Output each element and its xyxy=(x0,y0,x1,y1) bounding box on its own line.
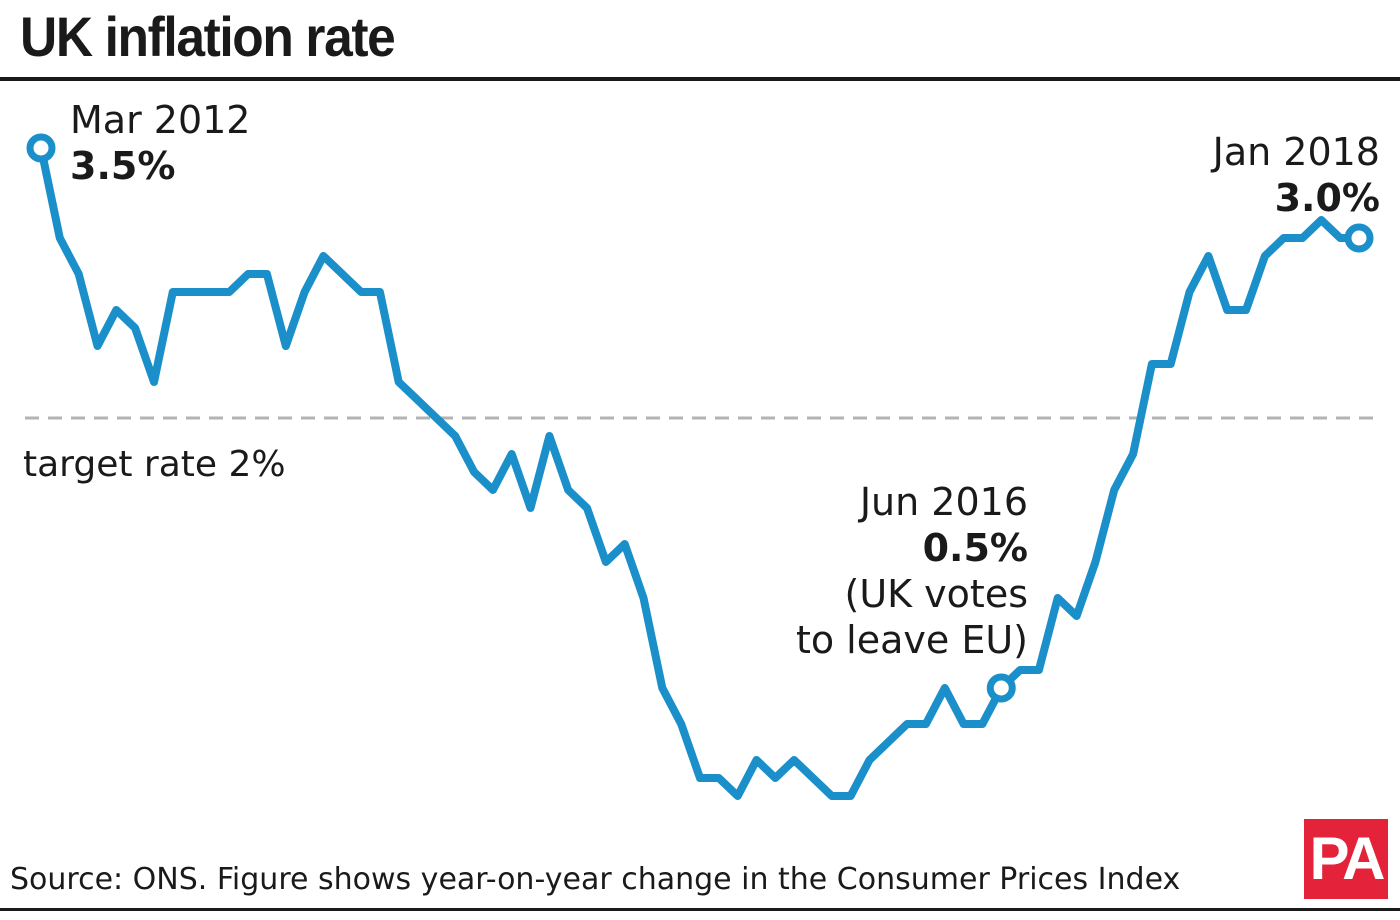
source-note: Source: ONS. Figure shows year-on-year c… xyxy=(10,862,1181,897)
mid-marker xyxy=(986,673,1016,703)
title-divider xyxy=(0,77,1400,81)
brexit-note-line2: to leave EU) xyxy=(795,618,1028,662)
end-value-label: 3.0% xyxy=(1274,176,1380,220)
start-marker xyxy=(26,133,56,163)
source-divider xyxy=(0,908,1400,911)
inflation-series-line xyxy=(37,144,1363,800)
start-value-label: 3.5% xyxy=(70,144,176,188)
start-date-label: Mar 2012 xyxy=(70,98,251,142)
brexit-value-label: 0.5% xyxy=(922,526,1028,570)
end-marker xyxy=(1344,223,1374,253)
target-rate-label: target rate 2% xyxy=(23,444,286,485)
brexit-note-line1: (UK votes xyxy=(844,572,1028,616)
end-date-label: Jan 2018 xyxy=(1212,130,1380,174)
chart-title: UK inflation rate xyxy=(20,5,396,68)
brexit-date-label: Jun 2016 xyxy=(859,480,1028,524)
start-annotation: Mar 2012 3.5% xyxy=(70,97,250,189)
pa-logo: PA xyxy=(1304,819,1388,899)
brexit-annotation: Jun 2016 0.5% (UK votes to leave EU) xyxy=(796,479,1028,663)
end-annotation: Jan 2018 3.0% xyxy=(1213,129,1380,221)
